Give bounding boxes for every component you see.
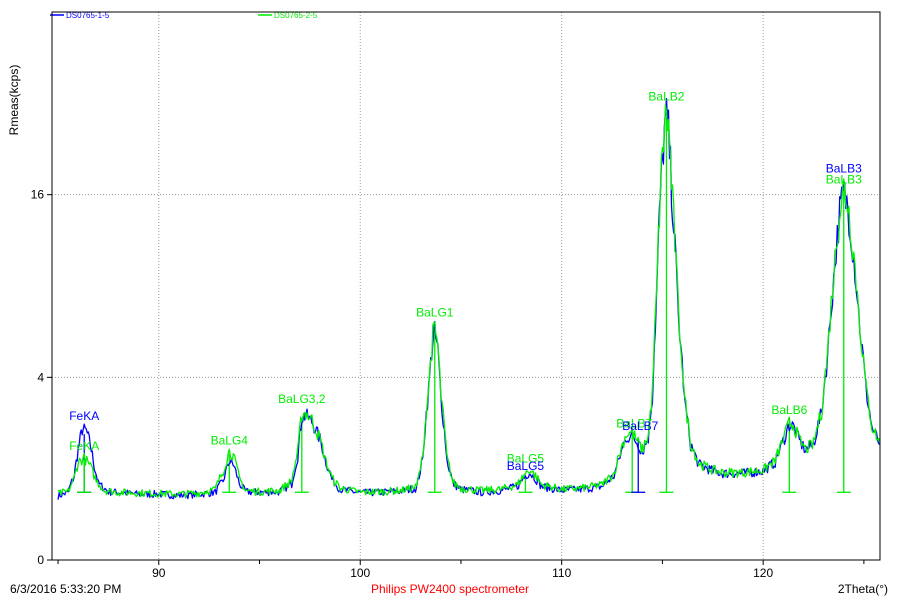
peak-label: BaLB7 — [616, 417, 652, 431]
peak-line-markers — [77, 117, 851, 493]
x-tick-label: 110 — [552, 566, 571, 580]
x-tick-label: 120 — [753, 566, 773, 580]
legend-entry: DS0765-1-5 — [66, 11, 110, 20]
instrument-name: Philips PW2400 spectrometer — [370, 582, 530, 596]
y-tick-label: 0 — [37, 553, 44, 567]
x-tick-label: 100 — [350, 566, 370, 580]
plot-frame — [51, 11, 881, 561]
legend-entry: DS0765-2-5 — [274, 11, 318, 20]
x-tick-label: 90 — [152, 566, 166, 580]
peak-label: BaLG1 — [416, 306, 454, 320]
y-axis-title: Rmeas(kcps) — [7, 65, 21, 136]
axes: 90 100 110 120 0 4 16 — [31, 11, 881, 580]
x-axis-title: 2Theta(°) — [837, 582, 888, 596]
timestamp: 6/3/2016 5:33:20 PM — [10, 582, 122, 596]
peak-label: BaLG3,2 — [278, 392, 326, 406]
peak-label: BaLG5 — [507, 459, 545, 473]
peak-label: BaLB2 — [648, 90, 684, 104]
peak-label: BaLB6 — [771, 403, 807, 417]
peak-label: FeKA — [69, 409, 99, 423]
series-lines — [57, 97, 881, 500]
peak-label: FeKA — [69, 439, 99, 453]
peak-label: BaLG4 — [211, 433, 249, 447]
y-tick-label: 16 — [31, 188, 45, 202]
peak-label: BaLG5 — [507, 451, 545, 465]
peak-label: BaLB3 — [826, 172, 862, 186]
y-tick-label: 4 — [37, 370, 44, 384]
series-line — [57, 104, 881, 499]
peak-label: BaLB3 — [826, 162, 862, 176]
peak-label: BaLB7 — [622, 419, 658, 433]
series-line — [57, 97, 881, 500]
